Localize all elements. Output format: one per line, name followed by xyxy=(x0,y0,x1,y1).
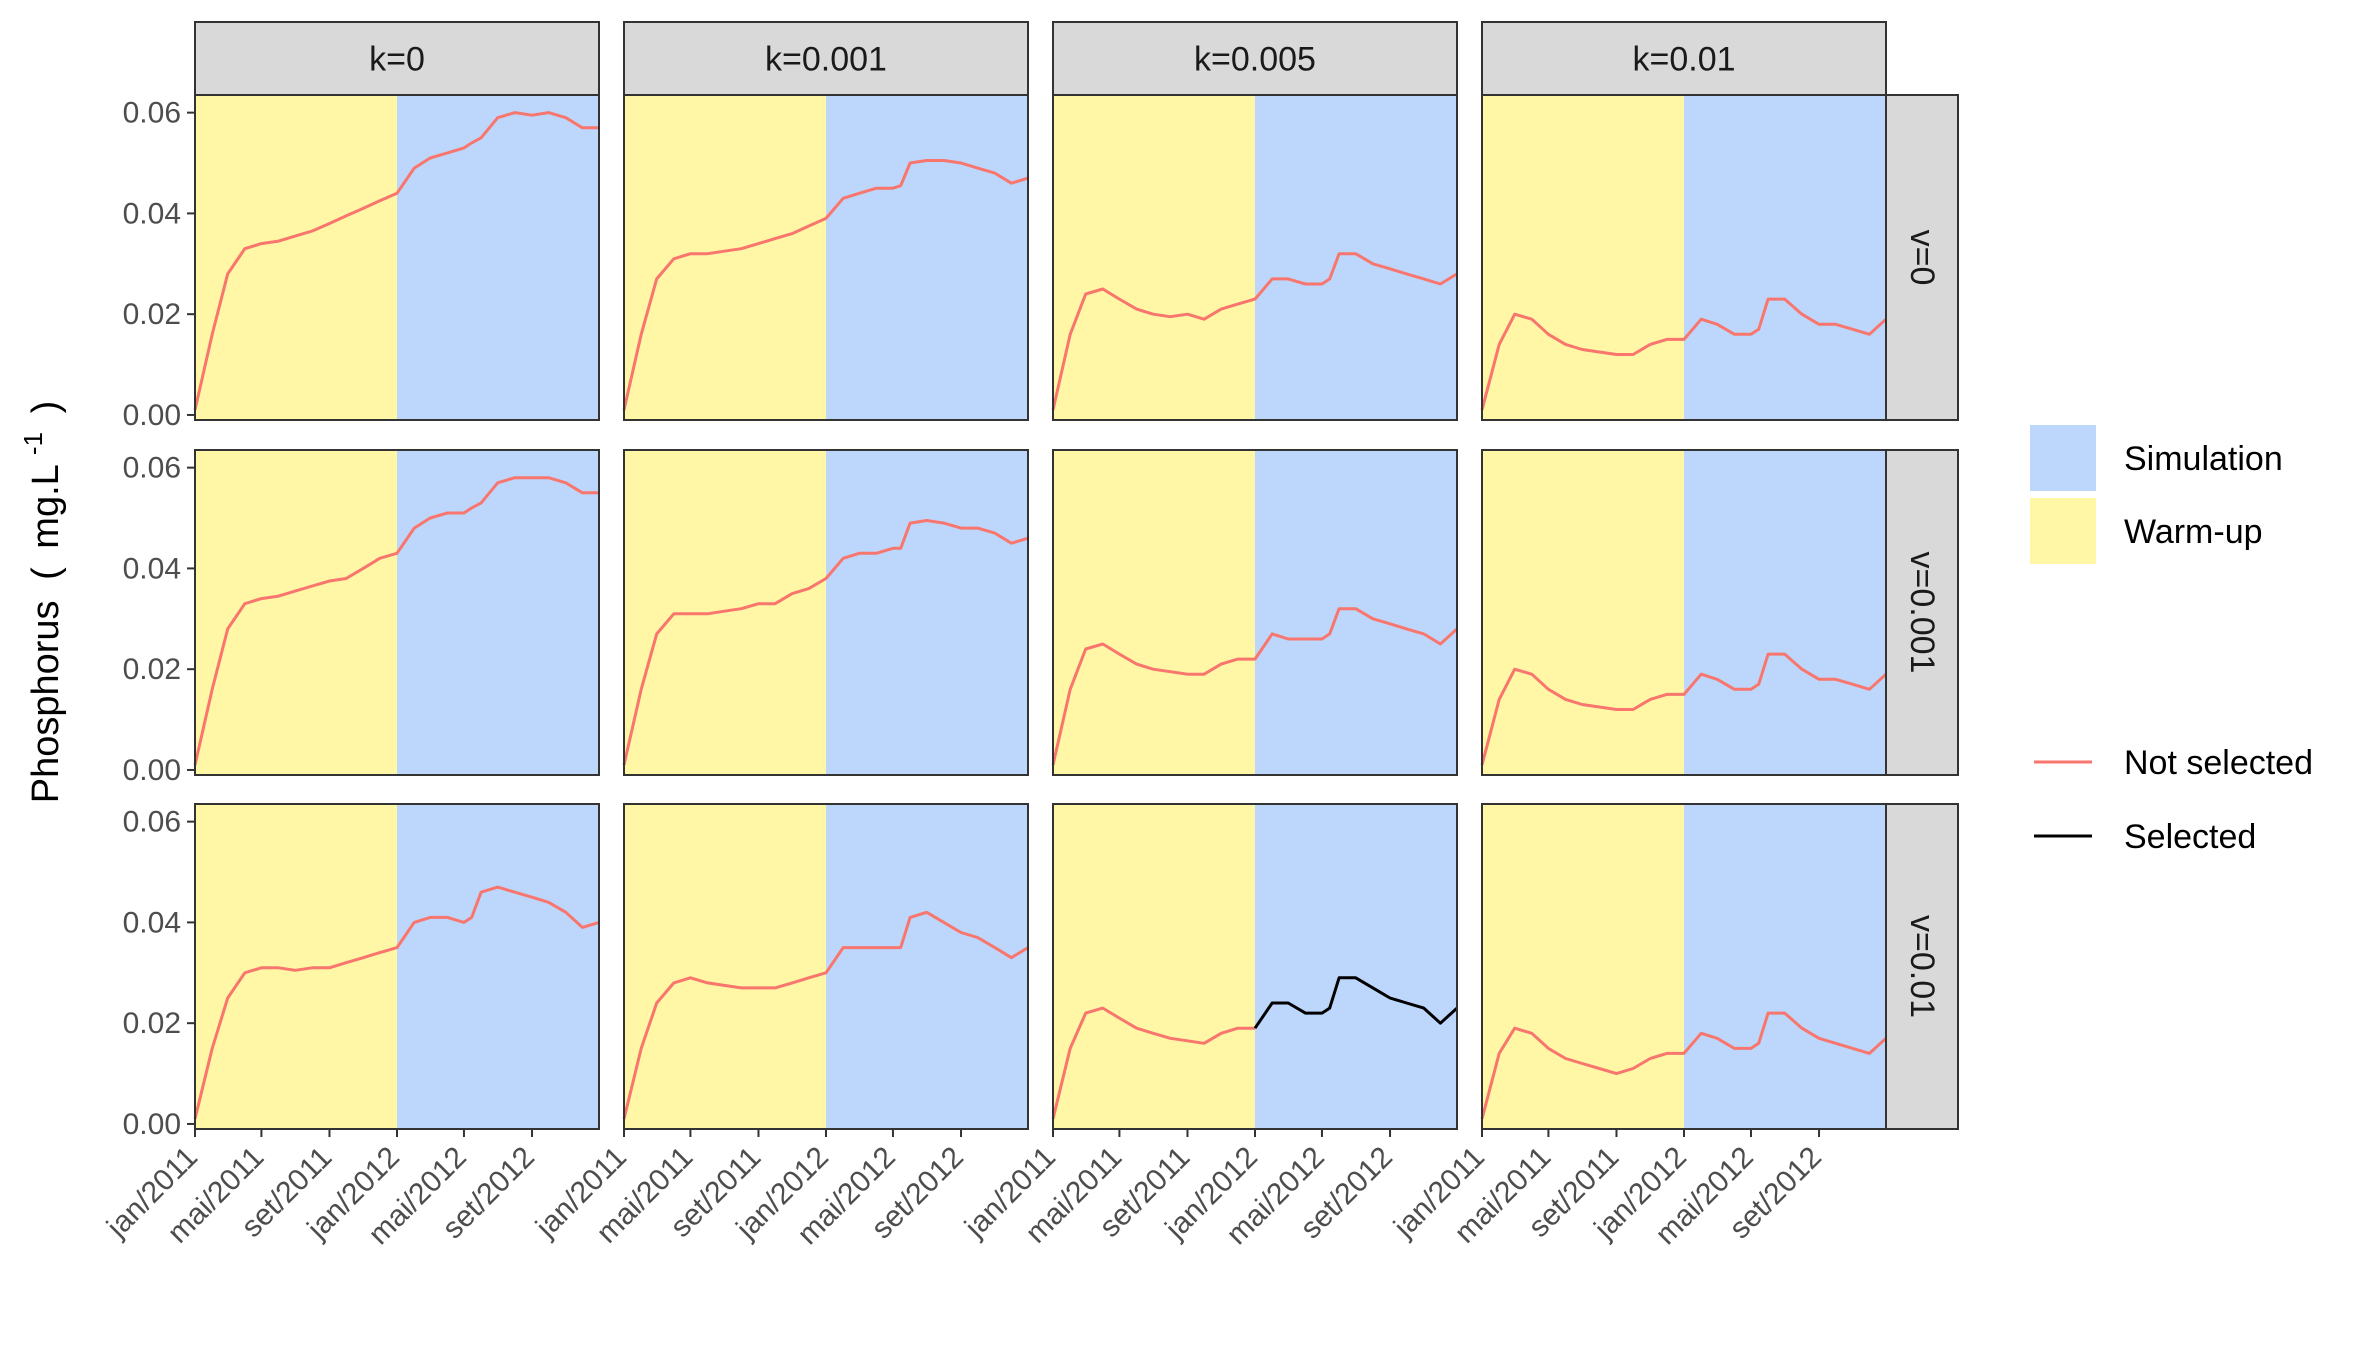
legend-key-simulation xyxy=(2030,425,2096,491)
panel-r2-c0 xyxy=(195,804,599,1129)
y-axes: 0.00 0.02 0.04 0.06 0.00 0.02 0.04 0.06 0.00 0.02… xyxy=(123,97,195,1141)
y-tick-label: 0.06 xyxy=(123,806,181,839)
warmup-band xyxy=(1482,804,1684,1129)
not-selected-series-line-r2-c3 xyxy=(1480,1011,1888,1120)
warmup-band xyxy=(1053,804,1255,1129)
panel-r0-c0 xyxy=(195,95,599,420)
legend-label-selected: Selected xyxy=(2124,818,2256,856)
not-selected-series-line-r1-c2 xyxy=(1051,607,1459,766)
not-selected-series-line-r2-c1 xyxy=(622,910,1029,1120)
warmup-band xyxy=(195,450,397,775)
row-strips: v=0 v=0.001 v=0.01 xyxy=(1885,94,1959,1130)
not-selected-series-line-r1-c1 xyxy=(622,519,1029,766)
legend-label-not-selected: Not selected xyxy=(2124,744,2313,782)
panel-r0-c2 xyxy=(1053,95,1457,420)
y-tick-label: 0.00 xyxy=(123,754,181,787)
panel-r2-c2 xyxy=(1053,804,1457,1129)
panel-r1-c0 xyxy=(195,450,599,775)
facet-panels xyxy=(193,94,1888,1130)
not-selected-series-line-r0-c3 xyxy=(1480,297,1888,411)
not-selected-series-line-r2-c0 xyxy=(193,885,600,1120)
simulation-band xyxy=(397,95,599,420)
legend-key-warmup xyxy=(2030,498,2096,564)
row-strip-label: v=0.01 xyxy=(1903,915,1941,1018)
column-strip-bg xyxy=(1481,21,1887,96)
warmup-band xyxy=(624,804,826,1129)
panel-border xyxy=(1052,449,1458,776)
column-strip-label: k=0 xyxy=(369,41,425,79)
y-axis-title-exponent: -1 xyxy=(18,432,48,455)
simulation-band xyxy=(1255,804,1457,1129)
simulation-band xyxy=(1684,804,1886,1129)
row-strip-bg xyxy=(1885,803,1959,1130)
y-tick-label: 0.04 xyxy=(123,552,181,585)
warmup-band xyxy=(195,95,397,420)
y-tick-label: 0.02 xyxy=(123,298,181,331)
row-strip-label: v=0 xyxy=(1903,230,1941,286)
panel-r2-c3 xyxy=(1482,804,1886,1129)
simulation-band xyxy=(397,804,599,1129)
y-axis-title: Phosphorus ( mg.L -1 ) xyxy=(9,401,67,804)
row-strip-bg xyxy=(1885,94,1959,421)
y-axis-title-open-paren: ( xyxy=(25,567,67,580)
y-tick-label: 0.02 xyxy=(123,653,181,686)
not-selected-series-line-r1-c3 xyxy=(1480,652,1888,766)
column-strip-bg xyxy=(194,21,600,96)
panel-r2-c1 xyxy=(624,804,1028,1129)
panel-r1-c1 xyxy=(624,450,1028,775)
simulation-band xyxy=(1684,450,1886,775)
selected-series-line-r2-c2 xyxy=(1253,976,1459,1030)
column-strip-bg xyxy=(623,21,1029,96)
column-strip-label: k=0.001 xyxy=(765,41,887,79)
panel-border xyxy=(623,449,1029,776)
not-selected-series-line-r1-c0 xyxy=(193,476,599,766)
simulation-band xyxy=(826,450,1028,775)
simulation-band xyxy=(397,450,599,775)
panel-r0-c3 xyxy=(1482,95,1886,420)
y-tick-label: 0.06 xyxy=(123,97,181,130)
not-selected-series-line-r0-c2 xyxy=(1051,252,1458,411)
y-tick-label: 0.04 xyxy=(123,906,181,939)
legend-label-warmup: Warm-up xyxy=(2124,513,2263,551)
warmup-band xyxy=(1482,450,1684,775)
warmup-band xyxy=(1482,95,1684,420)
simulation-band xyxy=(826,95,1028,420)
not-selected-series-line-r2-c2 xyxy=(1051,1006,1255,1120)
warmup-band xyxy=(624,95,826,420)
column-strips: k=0 k=0.001 k=0.005 k=0.01 xyxy=(194,21,1887,96)
column-strip-label: k=0.01 xyxy=(1632,41,1735,79)
y-tick-label: 0.02 xyxy=(123,1007,181,1040)
y-axis-title-unit: mg.L xyxy=(25,465,67,548)
panel-r1-c3 xyxy=(1482,450,1886,775)
panel-r0-c1 xyxy=(624,95,1028,420)
svg-text:Phosphorus ( mg.L: Phosphorus ( mg.L -1 ) xyxy=(9,401,67,804)
row-strip-label: v=0.001 xyxy=(1903,552,1941,674)
simulation-band xyxy=(1255,95,1457,420)
x-axes: jan/2011mai/2011set/2011jan/2012mai/2012… xyxy=(100,1129,1828,1251)
simulation-band xyxy=(1255,450,1457,775)
legend-label-simulation: Simulation xyxy=(2124,440,2283,478)
simulation-band xyxy=(826,804,1028,1129)
y-axis-title-main: Phosphorus xyxy=(25,600,67,803)
y-tick-label: 0.06 xyxy=(123,452,181,485)
y-tick-label: 0.04 xyxy=(123,197,181,230)
column-strip-bg xyxy=(1052,21,1458,96)
panel-r1-c2 xyxy=(1053,450,1457,775)
column-strip-label: k=0.005 xyxy=(1194,41,1316,79)
legend: Simulation Warm-up Not selected Selected xyxy=(2030,425,2313,856)
not-selected-series-line-r0-c1 xyxy=(622,159,1029,411)
warmup-band xyxy=(1053,95,1255,420)
y-tick-label: 0.00 xyxy=(123,399,181,432)
warmup-band xyxy=(1053,450,1255,775)
y-tick-label: 0.00 xyxy=(123,1108,181,1141)
warmup-band xyxy=(195,804,397,1129)
y-axis-title-close-paren: ) xyxy=(25,401,67,414)
not-selected-series-line-r0-c0 xyxy=(193,111,599,411)
panel-border xyxy=(194,449,600,776)
simulation-band xyxy=(1684,95,1886,420)
row-strip-bg xyxy=(1885,449,1959,776)
